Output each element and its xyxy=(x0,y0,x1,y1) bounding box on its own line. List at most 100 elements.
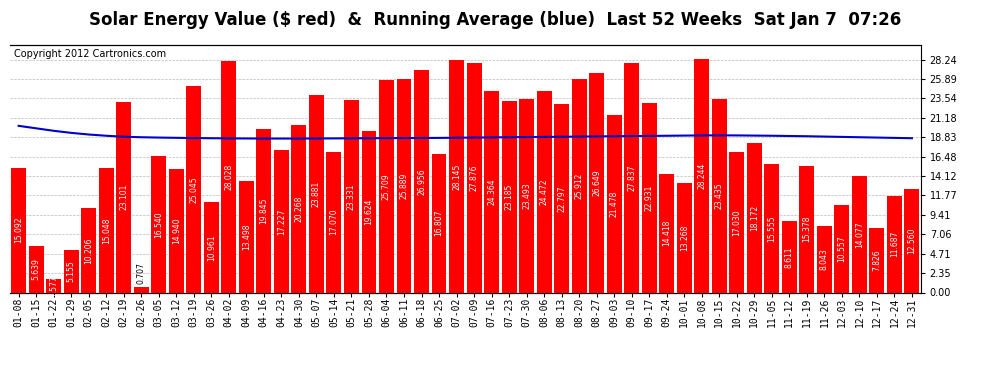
Text: 25.709: 25.709 xyxy=(382,173,391,200)
Text: 15.092: 15.092 xyxy=(14,217,23,243)
Bar xyxy=(905,189,920,292)
Text: 28.145: 28.145 xyxy=(452,163,461,190)
Bar xyxy=(484,92,499,292)
Text: 23.101: 23.101 xyxy=(119,184,129,210)
Text: 18.172: 18.172 xyxy=(749,204,758,231)
Text: Copyright 2012 Cartronics.com: Copyright 2012 Cartronics.com xyxy=(15,49,166,59)
Bar xyxy=(239,181,253,292)
Bar xyxy=(694,60,709,292)
Bar xyxy=(63,250,78,292)
Bar xyxy=(186,86,201,292)
Bar xyxy=(344,100,359,292)
Text: 23.881: 23.881 xyxy=(312,181,321,207)
Text: 13.268: 13.268 xyxy=(680,225,689,251)
Bar xyxy=(449,60,464,292)
Text: 8.043: 8.043 xyxy=(820,249,829,270)
Text: 23.435: 23.435 xyxy=(715,183,724,209)
Text: 10.206: 10.206 xyxy=(84,237,93,264)
Bar xyxy=(607,115,622,292)
Text: 11.687: 11.687 xyxy=(890,231,899,258)
Text: 22.797: 22.797 xyxy=(557,185,566,212)
Bar xyxy=(169,169,184,292)
Bar xyxy=(327,152,342,292)
Bar xyxy=(291,125,306,292)
Bar xyxy=(659,174,674,292)
Text: 7.826: 7.826 xyxy=(872,249,881,271)
Text: Solar Energy Value ($ red)  &  Running Average (blue)  Last 52 Weeks  Sat Jan 7 : Solar Energy Value ($ red) & Running Ave… xyxy=(89,11,901,29)
Bar xyxy=(746,142,761,292)
Text: 8.611: 8.611 xyxy=(785,246,794,268)
Bar xyxy=(274,150,289,292)
Bar xyxy=(466,63,481,292)
Text: 5.155: 5.155 xyxy=(66,260,75,282)
Text: 16.807: 16.807 xyxy=(435,210,444,236)
Text: 27.876: 27.876 xyxy=(469,164,478,191)
Text: 19.845: 19.845 xyxy=(259,197,268,224)
Text: 27.837: 27.837 xyxy=(628,164,637,191)
Text: 28.244: 28.244 xyxy=(697,163,706,189)
Text: 23.493: 23.493 xyxy=(522,182,531,209)
Bar xyxy=(256,129,271,292)
Text: 1.577: 1.577 xyxy=(50,275,58,297)
Bar xyxy=(29,246,44,292)
Bar xyxy=(764,164,779,292)
Bar xyxy=(589,73,604,292)
Bar xyxy=(47,279,61,292)
Bar xyxy=(379,80,394,292)
Text: 24.472: 24.472 xyxy=(540,178,548,205)
Text: 10.961: 10.961 xyxy=(207,234,216,261)
Text: 26.649: 26.649 xyxy=(592,169,601,196)
Bar xyxy=(502,101,517,292)
Text: 20.268: 20.268 xyxy=(294,196,303,222)
Text: 0.707: 0.707 xyxy=(137,262,146,284)
Bar xyxy=(81,208,96,292)
Bar xyxy=(835,206,849,292)
Text: 23.185: 23.185 xyxy=(505,184,514,210)
Bar xyxy=(151,156,166,292)
Bar xyxy=(677,183,692,292)
Text: 12.560: 12.560 xyxy=(908,228,917,254)
Bar xyxy=(537,91,551,292)
Text: 17.030: 17.030 xyxy=(733,209,742,236)
Bar xyxy=(554,104,569,292)
Text: 28.028: 28.028 xyxy=(225,164,234,190)
Bar xyxy=(571,79,587,292)
Text: 19.624: 19.624 xyxy=(364,198,373,225)
Text: 16.540: 16.540 xyxy=(154,211,163,238)
Text: 14.940: 14.940 xyxy=(172,217,181,244)
Text: 25.912: 25.912 xyxy=(574,172,584,199)
Bar xyxy=(869,228,884,292)
Text: 15.555: 15.555 xyxy=(767,215,776,242)
Text: 17.070: 17.070 xyxy=(330,209,339,236)
Text: 26.956: 26.956 xyxy=(417,168,426,195)
Bar xyxy=(361,130,376,292)
Text: 14.077: 14.077 xyxy=(855,221,864,248)
Bar xyxy=(852,176,867,292)
Bar xyxy=(642,104,656,292)
Bar xyxy=(116,102,132,292)
Bar xyxy=(432,154,446,292)
Bar xyxy=(730,152,744,292)
Bar xyxy=(204,202,219,292)
Text: 25.889: 25.889 xyxy=(400,172,409,199)
Bar xyxy=(222,61,237,292)
Text: 23.331: 23.331 xyxy=(346,183,356,210)
Bar xyxy=(817,226,832,292)
Bar xyxy=(799,166,815,292)
Text: 10.557: 10.557 xyxy=(838,236,846,262)
Text: 21.478: 21.478 xyxy=(610,191,619,217)
Text: 22.931: 22.931 xyxy=(644,185,653,211)
Bar xyxy=(519,99,534,292)
Bar xyxy=(11,168,26,292)
Bar xyxy=(99,168,114,292)
Bar xyxy=(625,63,640,292)
Text: 14.418: 14.418 xyxy=(662,220,671,246)
Bar xyxy=(134,286,148,292)
Text: 17.227: 17.227 xyxy=(277,208,286,235)
Text: 13.498: 13.498 xyxy=(242,224,250,250)
Text: 15.048: 15.048 xyxy=(102,217,111,244)
Text: 15.378: 15.378 xyxy=(802,216,812,242)
Bar xyxy=(414,70,429,292)
Bar xyxy=(887,196,902,292)
Text: 25.045: 25.045 xyxy=(189,176,198,203)
